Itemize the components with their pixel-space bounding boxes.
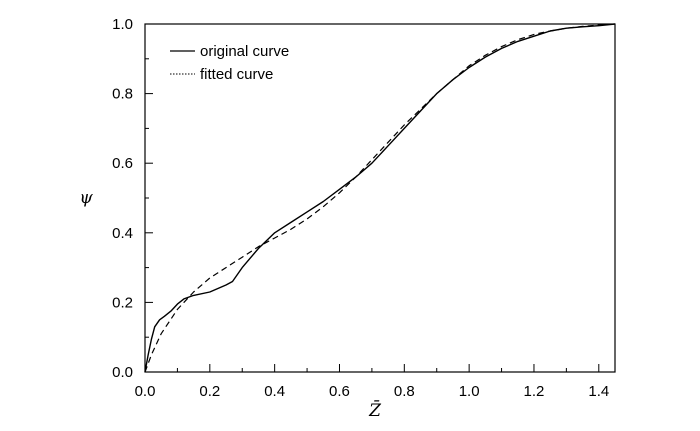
- legend-label-fitted: fitted curve: [200, 66, 273, 83]
- y-tick-label: 0.8: [112, 86, 133, 103]
- x-tick-label: 1.4: [588, 383, 609, 400]
- x-tick-label: 0.4: [264, 383, 285, 400]
- legend: original curve fitted curve: [170, 43, 289, 83]
- y-tick-label: 0.0: [112, 364, 133, 381]
- y-tick-label: 0.4: [112, 225, 133, 242]
- x-tick-label: 1.0: [459, 383, 480, 400]
- y-tick-label: 0.6: [112, 155, 133, 172]
- fitted-curve-line: [144, 23, 616, 373]
- y-axis-title: ψ: [79, 188, 93, 208]
- y-tick-label: 1.0: [112, 16, 133, 33]
- x-axis-ticks: 0.0 0.2 0.4 0.6 0.8 1.0 1.2 1.4: [135, 364, 609, 400]
- y-tick-label: 0.2: [112, 294, 133, 311]
- x-tick-label: 0.6: [329, 383, 350, 400]
- x-tick-label: 0.2: [199, 383, 220, 400]
- y-axis-ticks: 0.0 0.2 0.4 0.6 0.8 1.0: [112, 16, 153, 381]
- legend-label-original: original curve: [200, 43, 289, 60]
- x-tick-label: 0.8: [394, 383, 415, 400]
- series-layer: [144, 23, 616, 373]
- x-tick-label: 1.2: [524, 383, 545, 400]
- x-tick-label: 0.0: [135, 383, 156, 400]
- x-axis-title: Z̄: [368, 399, 382, 421]
- original-curve-line: [144, 23, 616, 373]
